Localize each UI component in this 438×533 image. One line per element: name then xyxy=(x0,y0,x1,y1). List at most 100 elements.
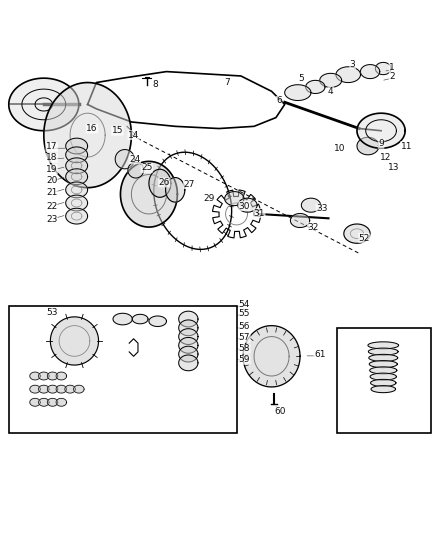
Text: 4: 4 xyxy=(328,87,333,96)
Polygon shape xyxy=(56,398,67,406)
Polygon shape xyxy=(369,361,397,368)
Polygon shape xyxy=(179,320,198,336)
Polygon shape xyxy=(336,67,360,83)
Polygon shape xyxy=(50,317,99,365)
Polygon shape xyxy=(149,316,166,327)
Polygon shape xyxy=(39,385,49,393)
Bar xyxy=(9,306,237,433)
Text: 31: 31 xyxy=(254,208,265,217)
Text: 8: 8 xyxy=(152,80,159,89)
Text: 7: 7 xyxy=(224,78,230,87)
Text: 55: 55 xyxy=(239,309,250,318)
Polygon shape xyxy=(66,182,88,198)
Polygon shape xyxy=(368,348,398,355)
Text: 21: 21 xyxy=(46,189,57,197)
Text: 24: 24 xyxy=(129,155,141,164)
Text: 23: 23 xyxy=(46,215,57,224)
Polygon shape xyxy=(47,385,58,393)
Polygon shape xyxy=(368,342,399,349)
Polygon shape xyxy=(301,198,321,212)
Polygon shape xyxy=(39,398,49,406)
Text: 58: 58 xyxy=(239,344,250,353)
Polygon shape xyxy=(320,74,342,87)
Polygon shape xyxy=(9,78,79,131)
Polygon shape xyxy=(66,169,88,184)
Text: 5: 5 xyxy=(298,74,304,83)
Text: 3: 3 xyxy=(350,60,356,69)
Text: 60: 60 xyxy=(275,407,286,416)
Polygon shape xyxy=(39,372,49,380)
Polygon shape xyxy=(360,64,380,78)
Polygon shape xyxy=(357,113,405,148)
Polygon shape xyxy=(285,85,311,101)
Polygon shape xyxy=(179,329,198,344)
Text: 22: 22 xyxy=(46,201,57,211)
Text: 29: 29 xyxy=(204,194,215,203)
Text: 9: 9 xyxy=(378,139,384,148)
Text: 19: 19 xyxy=(46,165,57,174)
Polygon shape xyxy=(238,198,257,212)
Text: 17: 17 xyxy=(46,142,57,151)
Text: 25: 25 xyxy=(141,164,152,173)
Text: 10: 10 xyxy=(334,144,345,153)
Text: 32: 32 xyxy=(307,223,319,231)
Text: 33: 33 xyxy=(316,204,328,213)
Polygon shape xyxy=(66,195,88,211)
Polygon shape xyxy=(179,337,198,353)
Polygon shape xyxy=(370,367,397,374)
Text: 57: 57 xyxy=(239,334,250,342)
Text: 26: 26 xyxy=(159,178,170,187)
Polygon shape xyxy=(166,177,185,202)
Polygon shape xyxy=(344,224,370,243)
Polygon shape xyxy=(66,208,88,224)
Text: 6: 6 xyxy=(276,96,282,106)
Polygon shape xyxy=(369,354,398,361)
Text: 15: 15 xyxy=(112,126,123,135)
Polygon shape xyxy=(128,162,144,178)
Polygon shape xyxy=(44,83,131,188)
Text: 18: 18 xyxy=(46,154,57,163)
Text: 52: 52 xyxy=(359,233,370,243)
Polygon shape xyxy=(66,138,88,154)
Text: 53: 53 xyxy=(46,308,57,317)
Text: 11: 11 xyxy=(401,142,412,150)
Text: 59: 59 xyxy=(239,356,250,364)
Polygon shape xyxy=(66,147,88,163)
Text: 20: 20 xyxy=(46,176,57,185)
Text: 61: 61 xyxy=(314,351,325,359)
Bar xyxy=(337,328,431,433)
Polygon shape xyxy=(30,372,40,380)
Polygon shape xyxy=(56,372,67,380)
Text: 14: 14 xyxy=(128,131,139,140)
Polygon shape xyxy=(371,386,396,393)
Polygon shape xyxy=(30,385,40,393)
Text: 56: 56 xyxy=(239,322,250,332)
Polygon shape xyxy=(357,138,379,155)
Text: 13: 13 xyxy=(389,164,400,173)
Text: 12: 12 xyxy=(380,152,391,161)
Polygon shape xyxy=(47,372,58,380)
Polygon shape xyxy=(113,313,132,325)
Polygon shape xyxy=(306,80,325,93)
Polygon shape xyxy=(179,346,198,362)
Polygon shape xyxy=(375,62,391,75)
Polygon shape xyxy=(290,214,310,228)
Text: 2: 2 xyxy=(389,72,395,82)
Text: 54: 54 xyxy=(239,300,250,309)
Polygon shape xyxy=(179,355,198,371)
Polygon shape xyxy=(56,385,67,393)
Polygon shape xyxy=(371,379,396,386)
Polygon shape xyxy=(65,385,75,393)
Polygon shape xyxy=(179,311,198,327)
Polygon shape xyxy=(115,150,134,169)
Polygon shape xyxy=(243,326,300,387)
Polygon shape xyxy=(225,191,244,206)
Text: 30: 30 xyxy=(239,201,250,211)
Polygon shape xyxy=(66,158,88,174)
Text: 1: 1 xyxy=(389,63,395,72)
Polygon shape xyxy=(47,398,58,406)
Polygon shape xyxy=(30,398,40,406)
Polygon shape xyxy=(149,169,171,197)
Polygon shape xyxy=(370,373,396,380)
Polygon shape xyxy=(74,385,84,393)
